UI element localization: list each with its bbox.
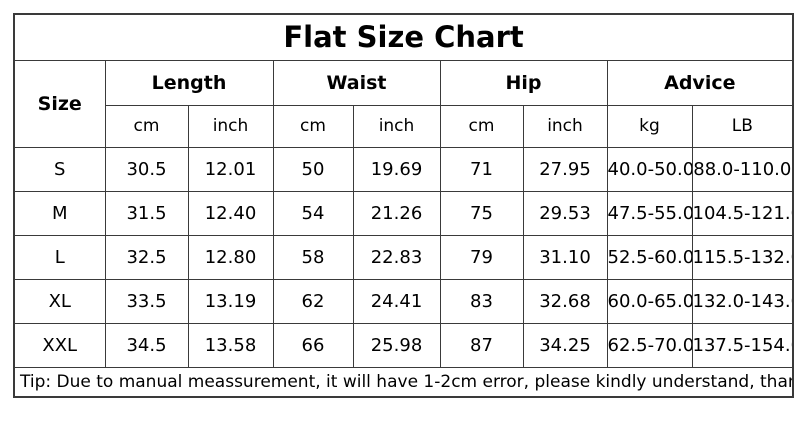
- data-cell: 66: [272, 322, 354, 368]
- column-group-header-length: Length: [104, 59, 274, 106]
- table-row-xxl: XXL 34.5 13.58 66 25.98 87 34.25 62.5-70…: [13, 322, 794, 368]
- data-cell: 31.10: [522, 234, 608, 280]
- data-cell: 32.68: [522, 278, 608, 324]
- column-group-header-waist: Waist: [272, 59, 441, 106]
- data-cell: 12.80: [187, 234, 274, 280]
- data-cell: 87: [439, 322, 524, 368]
- data-cell: 40.0-50.0: [606, 146, 693, 192]
- size-cell: L: [13, 234, 106, 280]
- unit-header-waist-cm: cm: [272, 104, 354, 148]
- data-cell: 60.0-65.0: [606, 278, 693, 324]
- data-cell: 21.26: [352, 190, 441, 236]
- data-cell: 50: [272, 146, 354, 192]
- tip-row: Tip: Due to manual meassurement, it will…: [13, 366, 794, 398]
- data-cell: 75: [439, 190, 524, 236]
- data-cell: 79: [439, 234, 524, 280]
- data-cell: 115.5-132.0: [691, 234, 794, 280]
- table-row-l: L 32.5 12.80 58 22.83 79 31.10 52.5-60.0…: [13, 234, 794, 280]
- data-cell: 30.5: [104, 146, 189, 192]
- size-cell: M: [13, 190, 106, 236]
- column-group-header-hip: Hip: [439, 59, 608, 106]
- data-cell: 54: [272, 190, 354, 236]
- data-cell: 34.25: [522, 322, 608, 368]
- tip-text: Tip: Due to manual meassurement, it will…: [13, 366, 794, 398]
- size-column-header: Size: [13, 59, 106, 148]
- data-cell: 22.83: [352, 234, 441, 280]
- unit-header-hip-inch: inch: [522, 104, 608, 148]
- unit-header-advice-kg: kg: [606, 104, 693, 148]
- size-cell: S: [13, 146, 106, 192]
- data-cell: 62.5-70.0: [606, 322, 693, 368]
- data-cell: 24.41: [352, 278, 441, 324]
- size-cell: XXL: [13, 322, 106, 368]
- data-cell: 47.5-55.0: [606, 190, 693, 236]
- data-cell: 12.01: [187, 146, 274, 192]
- data-cell: 33.5: [104, 278, 189, 324]
- data-cell: 32.5: [104, 234, 189, 280]
- data-cell: 132.0-143.0: [691, 278, 794, 324]
- data-cell: 27.95: [522, 146, 608, 192]
- data-cell: 71: [439, 146, 524, 192]
- unit-header-row: cm inch cm inch cm inch kg LB: [14, 104, 794, 148]
- size-cell: XL: [13, 278, 106, 324]
- unit-header-waist-inch: inch: [352, 104, 441, 148]
- column-group-header-row: Size Length Waist Hip Advice: [13, 59, 794, 148]
- data-cell: 34.5: [104, 322, 189, 368]
- data-cell: 137.5-154.0: [691, 322, 794, 368]
- data-cell: 62: [272, 278, 354, 324]
- data-cell: 83: [439, 278, 524, 324]
- data-cell: 25.98: [352, 322, 441, 368]
- data-cell: 13.19: [187, 278, 274, 324]
- data-cell: 29.53: [522, 190, 608, 236]
- chart-title: Flat Size Chart: [13, 13, 794, 61]
- data-cell: 12.40: [187, 190, 274, 236]
- data-cell: 52.5-60.0: [606, 234, 693, 280]
- unit-header-advice-lb: LB: [691, 104, 794, 148]
- title-row: Flat Size Chart: [13, 13, 794, 61]
- column-group-header-advice: Advice: [606, 59, 794, 106]
- table-row-xl: XL 33.5 13.19 62 24.41 83 32.68 60.0-65.…: [13, 278, 794, 324]
- unit-header-hip-cm: cm: [439, 104, 524, 148]
- unit-header-length-cm: cm: [104, 104, 189, 148]
- data-cell: 58: [272, 234, 354, 280]
- size-chart-table: Flat Size Chart Size Length Waist Hip Ad…: [13, 13, 795, 398]
- data-cell: 31.5: [104, 190, 189, 236]
- data-cell: 88.0-110.0: [691, 146, 794, 192]
- size-chart-container: Flat Size Chart Size Length Waist Hip Ad…: [13, 13, 795, 398]
- table-row-s: S 30.5 12.01 50 19.69 71 27.95 40.0-50.0…: [13, 146, 794, 192]
- data-cell: 19.69: [352, 146, 441, 192]
- data-cell: 104.5-121.0: [691, 190, 794, 236]
- data-cell: 13.58: [187, 322, 274, 368]
- table-row-m: M 31.5 12.40 54 21.26 75 29.53 47.5-55.0…: [13, 190, 794, 236]
- unit-header-length-inch: inch: [187, 104, 274, 148]
